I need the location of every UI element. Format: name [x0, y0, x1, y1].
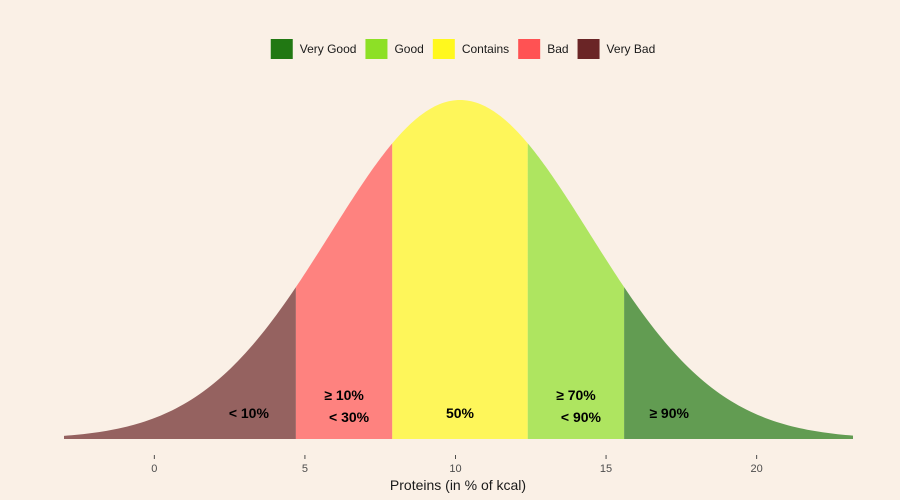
region-label-good: < 90%	[561, 409, 602, 425]
legend-label-very-bad: Very Bad	[607, 42, 656, 56]
legend-swatch-bad	[518, 39, 541, 59]
region-labels: < 10% ≥ 10% < 30% 50% ≥ 70% < 90% ≥ 90%	[229, 387, 690, 425]
region-very-bad	[64, 287, 296, 439]
curve-regions	[64, 100, 853, 439]
legend-item-very-good: Very Good	[270, 39, 357, 59]
x-axis: 0 5 10 15 20	[151, 455, 763, 475]
region-good	[527, 143, 625, 439]
region-label-good: ≥ 70%	[556, 387, 596, 403]
legend-item-bad: Bad	[518, 39, 569, 59]
legend-label-contains: Contains	[462, 42, 509, 56]
legend-swatch-very-bad	[577, 39, 600, 59]
legend-swatch-good	[365, 39, 388, 59]
region-label-bad: < 30%	[329, 409, 370, 425]
region-contains	[392, 100, 528, 439]
legend-label-very-good: Very Good	[300, 42, 357, 56]
region-label-very-bad: < 10%	[229, 405, 270, 421]
legend-swatch-contains	[432, 39, 455, 59]
region-label-very-good: ≥ 90%	[649, 405, 689, 421]
x-tick-label: 0	[151, 463, 157, 475]
x-tick-label: 15	[600, 463, 612, 475]
legend-label-good: Good	[394, 42, 423, 56]
legend-label-bad: Bad	[547, 42, 568, 56]
region-bad	[295, 143, 393, 439]
legend: Very Good Good Contains Bad Very Bad	[270, 39, 656, 59]
region-label-contains: 50%	[446, 405, 475, 421]
x-tick-label: 5	[302, 463, 308, 475]
legend-item-good: Good	[365, 39, 424, 59]
x-tick-label: 20	[751, 463, 763, 475]
x-axis-title: Proteins (in % of kcal)	[390, 477, 526, 493]
legend-item-contains: Contains	[432, 39, 509, 59]
region-label-bad: ≥ 10%	[324, 387, 364, 403]
legend-item-very-bad: Very Bad	[577, 39, 656, 59]
region-very-good	[624, 287, 853, 439]
legend-swatch-very-good	[270, 39, 293, 59]
x-tick-label: 10	[449, 463, 461, 475]
